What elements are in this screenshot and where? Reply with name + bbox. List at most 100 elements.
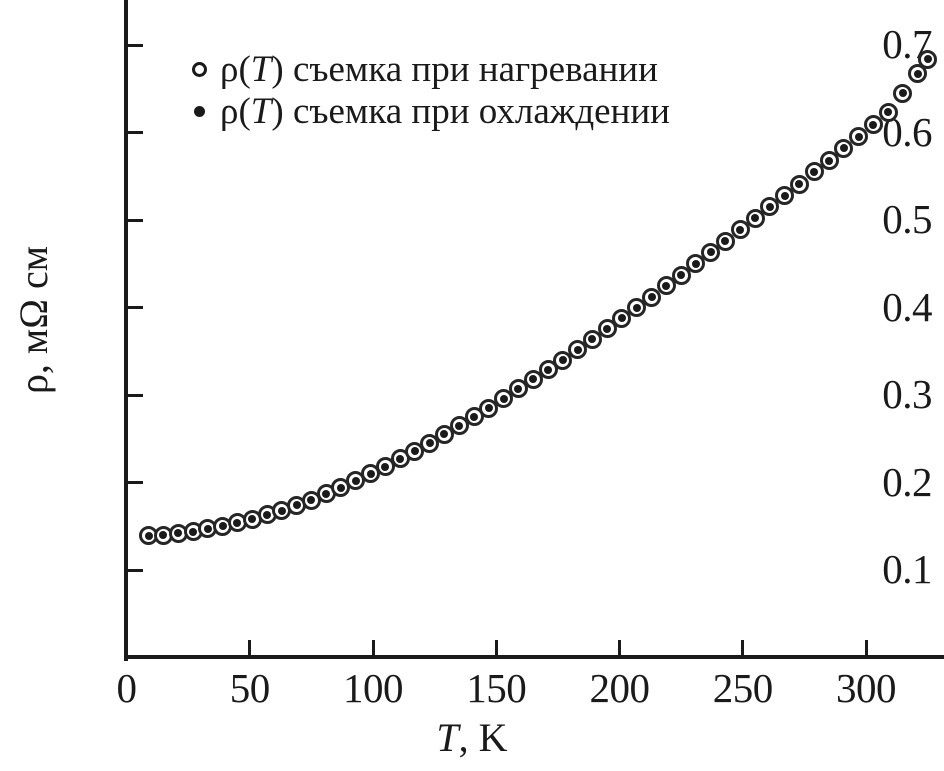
data-point [804,162,824,182]
x-axis-tick-label: 150 [466,665,527,711]
data-point [538,360,558,380]
data-point [331,478,351,498]
data-point [227,513,247,533]
data-point [139,526,159,546]
x-axis-title-variable: T [436,715,459,760]
data-point [257,505,277,525]
y-axis-tick-mark [128,568,143,572]
marker-glyph [193,105,205,117]
y-axis-tick-mark [128,218,143,222]
y-axis-title: ρ, мΩ см [11,40,56,600]
data-point [553,350,573,370]
legend-label-description: съемка при охлаждении [283,90,670,132]
legend-filled-dot-marker-icon [178,105,220,117]
x-axis-tick-mark [864,640,868,655]
y-axis-title-unit: , мΩ см [11,245,56,375]
legend-open-circle-marker-icon [178,61,220,77]
y-axis-tick-label: 0.3 [882,371,932,417]
data-point [375,457,395,477]
legend-label: ρ(T) съемка при нагревании [220,51,658,88]
data-point [908,64,928,84]
data-point [287,495,307,515]
data-point [301,490,321,510]
data-point [449,416,469,436]
data-point [405,441,425,461]
y-axis-tick-label: 0.7 [882,21,932,67]
data-point [198,519,218,539]
data-point [346,471,366,491]
data-point [656,276,676,296]
data-point [760,197,780,217]
data-point [361,464,381,484]
legend-label-description: съемка при нагревании [283,48,658,90]
y-axis-tick-mark [128,131,143,134]
data-point [775,186,795,205]
data-point [464,407,484,427]
y-axis-tick-label: 0.6 [882,108,932,155]
legend-label-paren-close: ) [271,90,284,132]
legend-label-paren-close: ) [271,48,284,90]
data-point [479,398,499,418]
x-axis-tick-label: 0 [116,665,138,711]
y-axis-tick-label: 0.4 [882,283,932,330]
data-point [701,242,721,262]
y-axis-tick-mark [128,306,143,309]
data-point [686,254,706,274]
y-axis-tick-label: 0.2 [882,458,932,505]
x-axis-tick-label: 200 [589,665,651,711]
legend-label-paren-open: ( [238,48,251,90]
y-axis-tick-mark [128,393,143,397]
data-point [642,287,662,307]
x-axis-tick-label: 100 [343,665,404,711]
x-axis-title-unit: , K [458,715,508,760]
legend-label: ρ(T) съемка при охлаждении [220,93,670,130]
data-point [434,424,454,444]
legend-entry: ρ(T) съемка при охлаждении [178,90,670,132]
x-axis-tick-label: 50 [229,665,271,711]
data-point [715,231,735,251]
y-axis-tick-mark [128,43,143,47]
x-axis-tick-label: 250 [712,665,774,711]
x-axis-title: T, K [0,718,944,758]
legend-label-temperature-variable: T [250,90,272,132]
data-point [316,484,336,504]
y-axis-spine [124,0,128,661]
x-axis-spine [124,655,944,659]
legend-label-paren-open: ( [238,90,251,132]
x-axis-tick-mark [494,640,498,655]
data-point [597,319,617,338]
legend-label-temperature-variable: T [250,48,272,90]
y-axis-tick-label: 0.5 [882,196,932,242]
data-point [745,208,765,228]
data-point [390,449,410,469]
x-axis-tick-mark [371,640,375,655]
data-point [612,308,632,328]
x-axis-tick-mark [248,640,252,655]
legend-label-rho: ρ [220,90,239,132]
data-point [153,525,173,545]
data-point [582,329,602,349]
data-point [523,369,543,389]
data-point [789,174,809,194]
legend: ρ(T) съемка при нагревании ρ(T) съемка пр… [178,48,670,132]
data-point [671,265,691,285]
data-point [568,340,588,359]
data-point [242,509,262,529]
data-point [893,83,913,103]
x-axis-tick-mark [618,640,621,655]
marker-glyph [191,61,207,77]
legend-entry: ρ(T) съемка при нагревании [178,48,670,90]
y-axis-tick-label: 0.1 [882,546,932,592]
data-point [627,298,647,317]
data-point [213,516,233,536]
x-axis-tick-label: 300 [836,665,897,711]
data-point [494,389,514,408]
y-axis-tick-mark [128,481,143,484]
data-point [730,220,750,240]
legend-label-rho: ρ [220,48,239,90]
x-axis-tick-mark [741,640,745,655]
data-point [508,379,528,399]
y-axis-title-variable: ρ [11,374,56,395]
data-point [819,151,839,170]
